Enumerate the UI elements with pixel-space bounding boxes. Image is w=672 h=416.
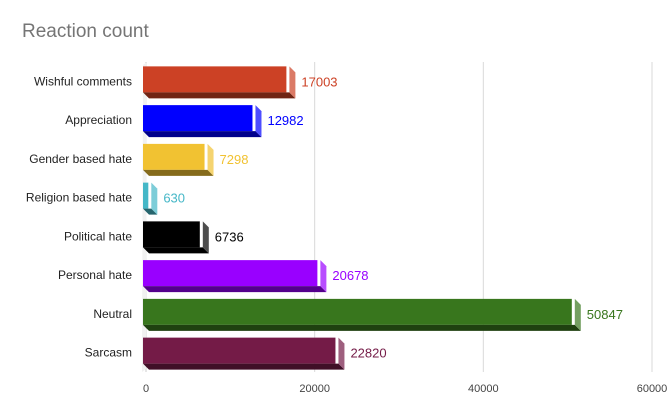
category-label: Neutral [93,307,132,321]
data-label: 7298 [220,152,249,167]
chart-title: Reaction count [22,21,149,42]
bar-bottom [143,363,345,370]
bar [143,66,296,99]
bar-end [574,298,581,331]
category-label: Personal hate [58,268,132,282]
bar [143,143,214,176]
bar-bottom [143,131,262,138]
x-tick-label: 40000 [468,383,499,395]
category-label: Gender based hate [29,152,132,166]
bar-bottom [143,92,296,99]
bar-end [255,105,262,138]
bar-face [143,298,572,325]
bar-end [320,260,327,293]
bar-face [143,221,200,248]
bar-face [143,105,253,132]
data-label: 20678 [332,268,368,283]
bar-bottom [143,324,581,331]
bar [143,105,262,138]
category-label: Sarcasm [85,346,132,360]
bar-bottom [143,208,158,215]
bar-end [207,143,214,176]
data-label: 50847 [587,307,623,322]
bar-end [151,182,158,215]
bar [143,260,327,293]
bar-face [143,66,287,93]
bar-bottom [143,247,209,254]
bar-bottom [143,286,327,293]
data-label: 630 [163,191,185,206]
bar [143,298,581,331]
bar-face [143,182,149,209]
axis-wall [142,62,147,372]
x-tick-label: 60000 [637,383,668,395]
bar [143,221,209,254]
data-label: 17003 [301,74,337,89]
data-label: 6736 [215,229,244,244]
bar-face [143,260,318,287]
bar [143,337,345,370]
category-label: Religion based hate [26,191,132,205]
bar-end [289,66,296,99]
data-label: 22820 [350,346,386,361]
data-label: 12982 [267,113,303,128]
x-tick-label: 0 [143,383,149,395]
category-label: Appreciation [65,113,132,127]
bar-face [143,337,336,364]
x-tick-label: 20000 [299,383,330,395]
bar-end [338,337,345,370]
bar-end [202,221,209,254]
bar [143,182,158,215]
category-label: Political hate [64,229,132,243]
bar-bottom [143,169,214,176]
bar-face [143,143,205,170]
category-label: Wishful comments [34,74,132,88]
